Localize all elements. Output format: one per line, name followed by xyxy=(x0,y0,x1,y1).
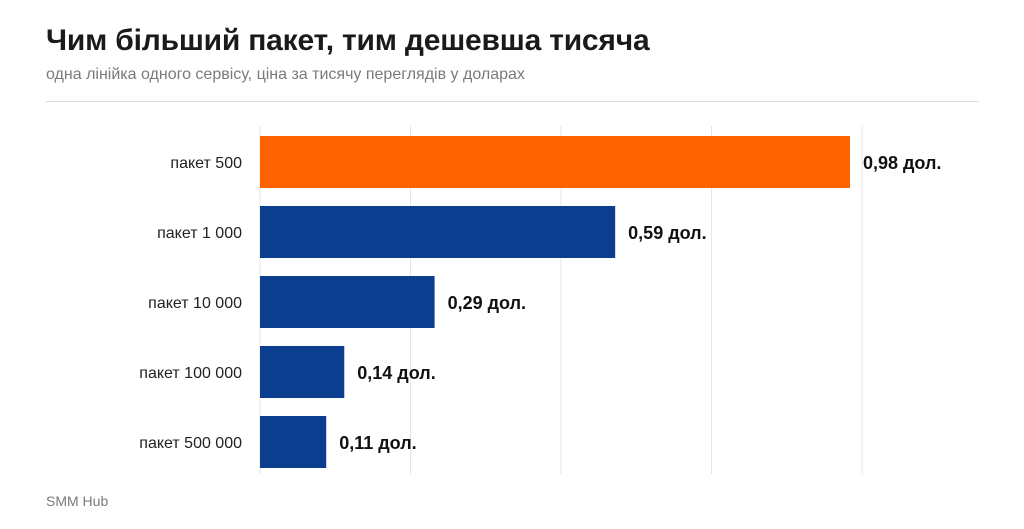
source-label: SMM Hub xyxy=(46,493,109,509)
category-label: пакет 100 000 xyxy=(139,365,242,382)
value-label: 0,14 дол. xyxy=(357,363,435,383)
value-label: 0,59 дол. xyxy=(628,223,706,243)
value-label: 0,98 дол. xyxy=(863,153,941,173)
header-divider xyxy=(46,101,979,102)
category-label: пакет 500 000 xyxy=(139,435,242,452)
chart-subtitle: одна лінійка одного сервісу, ціна за тис… xyxy=(46,66,525,83)
bar-0 xyxy=(260,136,850,188)
bar-1 xyxy=(260,206,616,258)
value-label: 0,11 дол. xyxy=(339,433,416,453)
bar-2 xyxy=(260,276,435,328)
bar-4 xyxy=(260,416,327,468)
bar-3 xyxy=(260,346,345,398)
category-label: пакет 1 000 xyxy=(157,225,242,242)
category-label: пакет 10 000 xyxy=(148,295,242,312)
value-label: 0,29 дол. xyxy=(448,293,526,313)
chart-title: Чим більший пакет, тим дешевша тисяча xyxy=(46,24,650,57)
category-label: пакет 500 xyxy=(170,155,242,172)
